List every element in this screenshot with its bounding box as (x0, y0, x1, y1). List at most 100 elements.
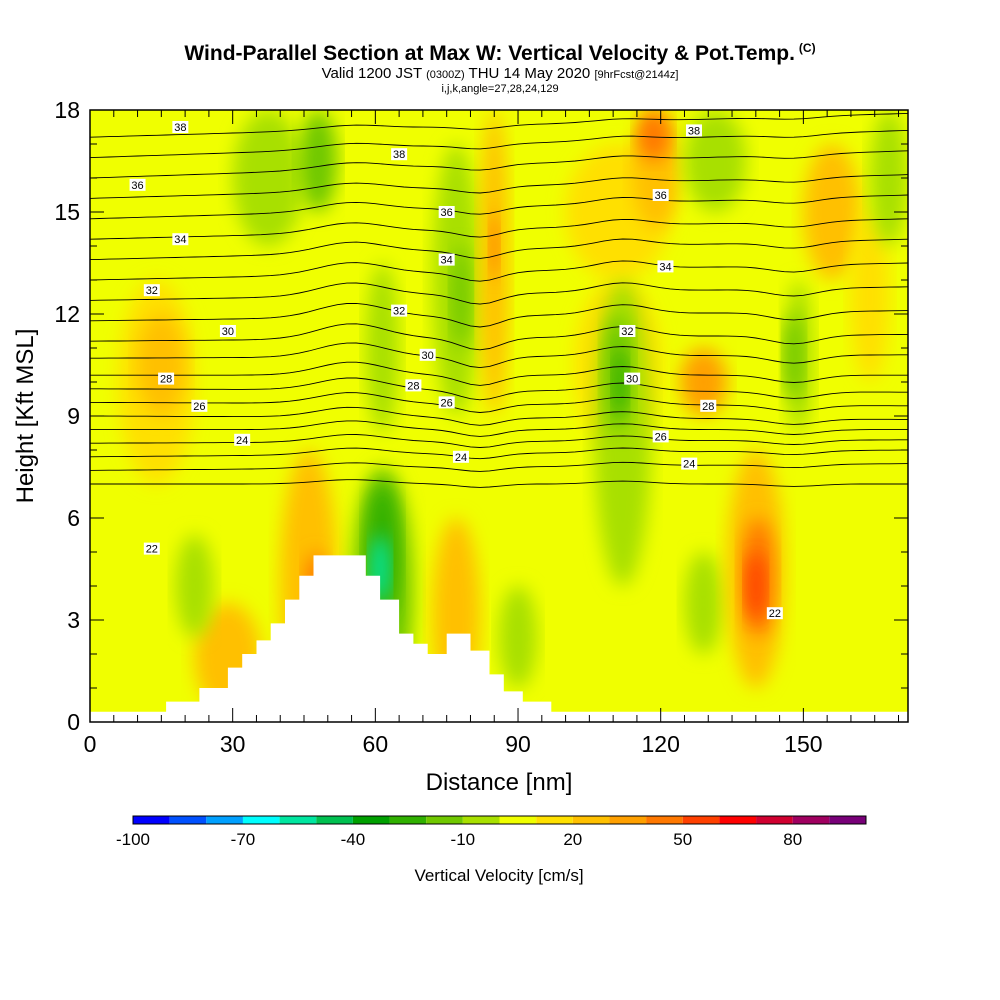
colorbar-swatch (682, 816, 720, 824)
chart-subtitle: Valid 1200 JST (0300Z) THU 14 May 2020 [… (321, 65, 679, 82)
theta-label-text: 36 (655, 190, 667, 202)
x-tick-label: 120 (642, 731, 680, 757)
theta-label-text: 34 (441, 255, 453, 267)
theta-label-box (234, 433, 251, 446)
theta-line-14 (90, 238, 908, 261)
theta-label-box (438, 253, 455, 266)
theta-label-text: 28 (702, 401, 714, 413)
theta-label-box (391, 148, 408, 161)
theta-line-1 (90, 461, 908, 472)
theta-line-0 (90, 479, 908, 488)
theta-label-6: 34 (172, 233, 189, 246)
theta-line-5 (90, 406, 908, 426)
theta-label-text: 34 (174, 234, 186, 246)
theta-label-box (391, 304, 408, 317)
theta-label-text: 24 (236, 435, 248, 447)
x-tick-label: 30 (220, 731, 246, 757)
theta-line-10 (90, 323, 908, 351)
theta-line-20 (90, 112, 908, 138)
colorbar-swatch (206, 816, 243, 824)
colorbar-title: Vertical Velocity [cm/s] (414, 866, 583, 885)
colorbar-swatch (829, 816, 866, 824)
y-tick-label: 6 (67, 505, 80, 531)
colorbar-swatch (389, 816, 427, 824)
theta-label-8: 34 (657, 260, 674, 273)
chart-title: Wind-Parallel Section at Max W: Vertical… (184, 41, 816, 65)
potential-temperature-contours (90, 112, 908, 488)
theta-label-21: 24 (234, 433, 251, 447)
theta-label-box (452, 450, 469, 463)
velocity-cell-12 (499, 586, 538, 688)
colorbar-tick-label: 80 (783, 830, 802, 849)
theta-label-box (419, 348, 436, 361)
theta-label-text: 30 (626, 374, 638, 386)
chart-indices: i,j,k,angle=27,28,24,129 (441, 83, 559, 95)
theta-label-17: 28 (700, 399, 717, 413)
theta-line-8 (90, 361, 908, 386)
theta-label-25: 22 (766, 607, 783, 620)
colorbar-tick-label: -40 (341, 830, 366, 849)
theta-label-16: 28 (405, 379, 422, 392)
theta-label-text: 38 (688, 125, 700, 137)
theta-label-box (143, 284, 160, 297)
theta-label-box (129, 178, 146, 191)
theta-label-box (766, 607, 783, 620)
colorbar-tick-label: -100 (116, 830, 150, 849)
colorbar-swatch (499, 816, 537, 824)
theta-label-box (143, 542, 160, 555)
theta-line-15 (90, 218, 908, 240)
velocity-cell-27 (679, 348, 728, 416)
theta-label-5: 36 (652, 189, 669, 202)
theta-label-7: 34 (438, 253, 455, 267)
theta-label-text: 32 (393, 306, 405, 318)
theta-label-box (619, 325, 636, 337)
theta-label-text: 38 (393, 149, 405, 161)
x-tick-label: 150 (784, 731, 822, 757)
theta-label-box (700, 399, 717, 412)
velocity-cell-34 (803, 144, 861, 280)
colorbar-swatch (242, 816, 280, 824)
colorbar: -100 -70 -40 -10 20 50 80 (116, 815, 867, 849)
theta-label-box (438, 206, 455, 218)
colorbar-swatch (169, 816, 207, 824)
x-axis-ticks: 0 30 60 90 120 150 (84, 110, 899, 757)
terrain-mask (90, 555, 908, 722)
velocity-cell-33 (784, 314, 804, 399)
theta-line-4 (90, 420, 908, 437)
colorbar-swatch (279, 816, 317, 824)
x-tick-label: 90 (505, 731, 531, 757)
colorbar-swatch (719, 816, 757, 824)
x-tick-label: 60 (363, 731, 389, 757)
x-axis-label: Distance [nm] (426, 769, 573, 796)
colorbar-swatch (536, 816, 573, 824)
colorbar-swatch (462, 816, 500, 824)
colorbar-swatch (133, 816, 170, 824)
velocity-cell-1 (90, 110, 129, 712)
colorbar-tick-label: 50 (673, 830, 692, 849)
theta-label-15: 28 (158, 372, 175, 386)
theta-label-18: 26 (191, 399, 208, 413)
theta-label-box (158, 372, 175, 385)
theta-line-9 (90, 342, 908, 369)
velocity-cell-24 (613, 348, 628, 416)
theta-label-text: 36 (441, 207, 453, 219)
y-tick-label: 12 (54, 301, 80, 327)
theta-label-text: 34 (659, 261, 671, 273)
colorbar-swatch (609, 816, 647, 824)
theta-label-text: 38 (174, 122, 186, 134)
velocity-cell-36 (850, 212, 889, 382)
theta-label-4: 36 (438, 206, 455, 219)
colorbar-tick-label: 20 (563, 830, 582, 849)
theta-line-18 (90, 150, 908, 179)
theta-label-13: 30 (419, 348, 436, 362)
theta-label-text: 22 (769, 608, 781, 620)
theta-label-box (657, 260, 674, 273)
theta-label-text: 22 (146, 544, 158, 556)
theta-line-6 (90, 392, 908, 413)
theta-label-box (624, 372, 641, 385)
theta-line-19 (90, 129, 908, 159)
theta-label-0: 38 (172, 121, 189, 134)
theta-label-12: 30 (219, 325, 236, 338)
theta-label-11: 32 (619, 325, 636, 338)
